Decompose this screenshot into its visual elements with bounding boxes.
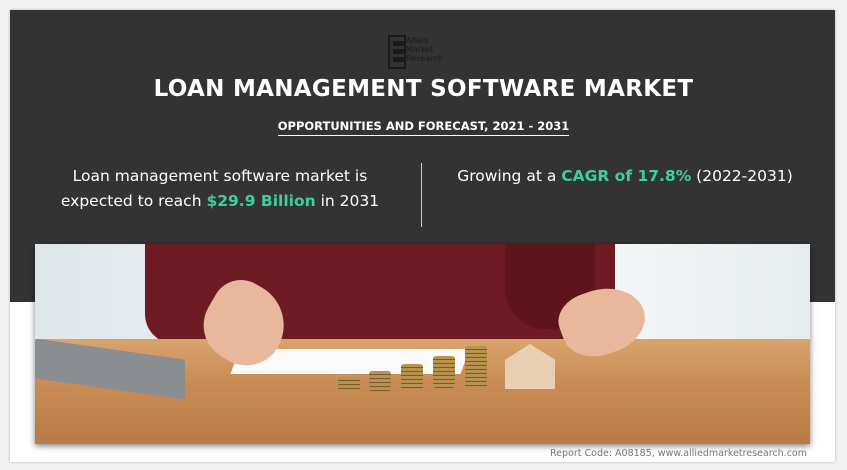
coin-stack [369, 371, 391, 391]
subtitle: OPPORTUNITIES AND FORECAST, 2021 - 2031 [277, 119, 570, 136]
allied-market-research-logo: Allied Market Research [388, 35, 460, 75]
hero-photo [35, 244, 810, 444]
coin-stack [401, 364, 423, 390]
market-size-stat: Loan management software market is expec… [40, 164, 400, 214]
coin-stack [338, 377, 360, 391]
page-title: LOAN MANAGEMENT SOFTWARE MARKET [153, 76, 694, 102]
divider [421, 163, 422, 227]
stat-text: Growing at a [457, 167, 562, 185]
stat-text: Loan management software market is [72, 167, 368, 185]
stat-text: expected to reach [60, 192, 207, 210]
coin-stack [465, 346, 487, 388]
cagr-value: CAGR of 17.8% [561, 167, 692, 185]
report-code: Report Code: A08185, www.alliedmarketres… [549, 448, 807, 459]
stat-text: (2022-2031) [691, 167, 793, 185]
logo-text: Market [406, 45, 434, 54]
logo-text: Research [406, 54, 443, 63]
logo-text: Allied [406, 36, 429, 45]
logo-mark-icon [388, 35, 406, 69]
cagr-stat: Growing at a CAGR of 17.8% (2022-2031) [440, 164, 810, 189]
coin-stack [433, 356, 455, 388]
stat-text: in 2031 [315, 192, 380, 210]
market-value: $29.9 Billion [206, 192, 316, 210]
